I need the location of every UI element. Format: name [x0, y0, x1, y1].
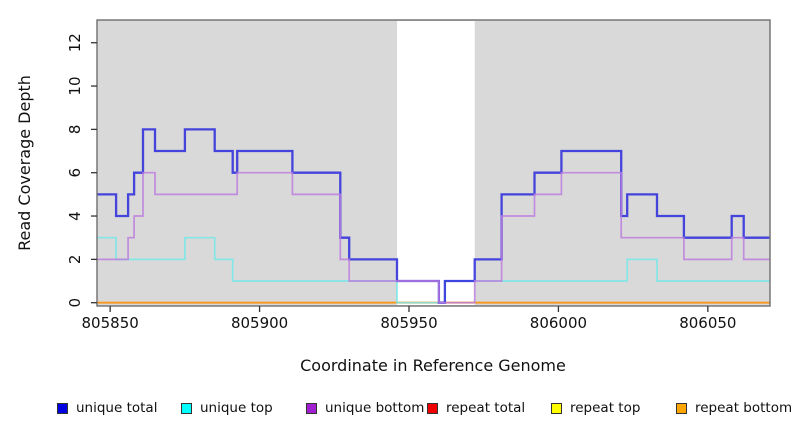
legend-swatch-icon — [676, 402, 687, 414]
legend-entry: repeat total — [427, 399, 525, 417]
x-axis-title: Coordinate in Reference Genome — [300, 356, 566, 375]
x-tick-label: 805950 — [380, 314, 437, 332]
chart-canvas: 805850 805900 805950 806000 806050024681012 … — [15, 19, 771, 375]
y-tick-label: 2 — [66, 255, 84, 265]
y-tick-label: 12 — [66, 33, 84, 52]
legend-label: unique total — [76, 400, 158, 416]
y-tick-label: 10 — [66, 77, 84, 96]
x-tick-label: 805900 — [231, 314, 288, 332]
x-tick-label: 805850 — [82, 314, 139, 332]
legend-swatch-icon — [427, 402, 438, 414]
legend-swatch-icon — [57, 402, 68, 414]
chart-legend: unique total unique top unique bottom repea… — [0, 399, 792, 423]
axes: 805850 805900 805950 806000 806050 0 2 4 6 8 10 12 — [66, 19, 771, 332]
legend-swatch-icon — [306, 402, 317, 414]
y-tick-label: 6 — [66, 168, 84, 178]
legend-label: unique bottom — [325, 400, 425, 416]
y-tick-label: 8 — [66, 125, 84, 135]
series-line-unique-total — [97, 128, 770, 304]
y-tick-label: 0 — [66, 298, 84, 308]
series-lines — [97, 128, 770, 304]
series-line-unique-top — [97, 236, 770, 304]
x-tick-label: 806050 — [679, 314, 736, 332]
legend-label: repeat bottom — [695, 400, 792, 416]
panel-border — [96, 19, 771, 307]
legend-entry: unique top — [181, 399, 273, 417]
series-line-unique-bottom — [97, 171, 770, 304]
x-tick-label: 806000 — [530, 314, 587, 332]
legend-entry: repeat bottom — [676, 399, 792, 417]
masked-region — [397, 21, 475, 305]
legend-entry: unique total — [57, 399, 157, 417]
legend-label: repeat total — [446, 400, 526, 416]
legend-swatch-icon — [551, 402, 562, 414]
legend-entry: repeat top — [551, 399, 640, 417]
legend-entry: unique bottom — [306, 399, 424, 417]
legend-label: repeat top — [570, 400, 641, 416]
legend-swatch-icon — [181, 402, 192, 414]
y-axis-title: Read Coverage Depth — [15, 75, 34, 251]
legend-label: unique top — [200, 400, 273, 416]
y-tick-label: 4 — [66, 211, 84, 221]
plot-panel — [97, 20, 770, 306]
